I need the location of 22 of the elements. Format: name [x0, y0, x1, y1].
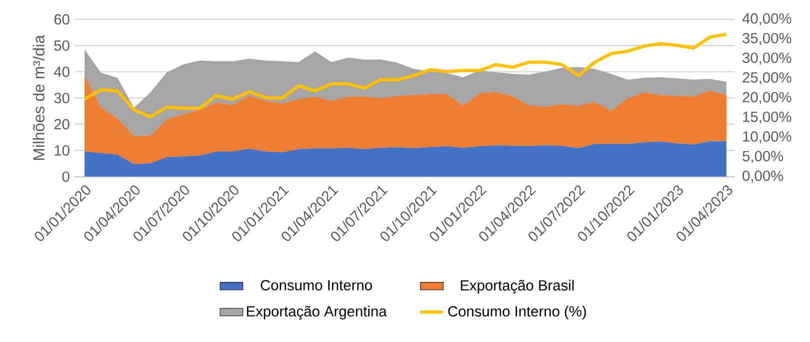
y2-tick-label: 40,00%	[742, 13, 792, 26]
y2-tick-label: 10,00%	[743, 131, 792, 144]
y-tick-label: 30	[54, 92, 70, 104]
y2-tick-label: 25,00%	[742, 72, 792, 84]
legend-label: Exportação Brasil	[460, 280, 574, 294]
y-tick-label: 10	[54, 145, 70, 156]
y2-tick-label: 35,00%	[742, 32, 792, 46]
y2-tick-label: 15,00%	[743, 112, 792, 124]
legend-label: Consumo Interno (%)	[448, 306, 586, 320]
y2-tick-label: 30,00%	[742, 52, 792, 65]
y-axis-title: Milhões de m³/dia	[32, 34, 44, 160]
y-tick-label: 0	[62, 171, 70, 182]
line-series	[82, 32, 728, 118]
y-tick-label: 20	[54, 119, 70, 130]
y-tick-label: 60	[54, 14, 70, 25]
y2-tick-label: 0,00%	[742, 170, 784, 183]
legend-label: Consumo Interno	[260, 280, 372, 290]
legend-label: Exportação Argentina	[246, 306, 387, 320]
y-tick-label: 40	[54, 66, 70, 77]
y2-tick-label: 5,00%	[742, 150, 784, 164]
y-tick-label: 50	[54, 40, 70, 51]
y2-tick-label: 20,00%	[742, 92, 792, 104]
